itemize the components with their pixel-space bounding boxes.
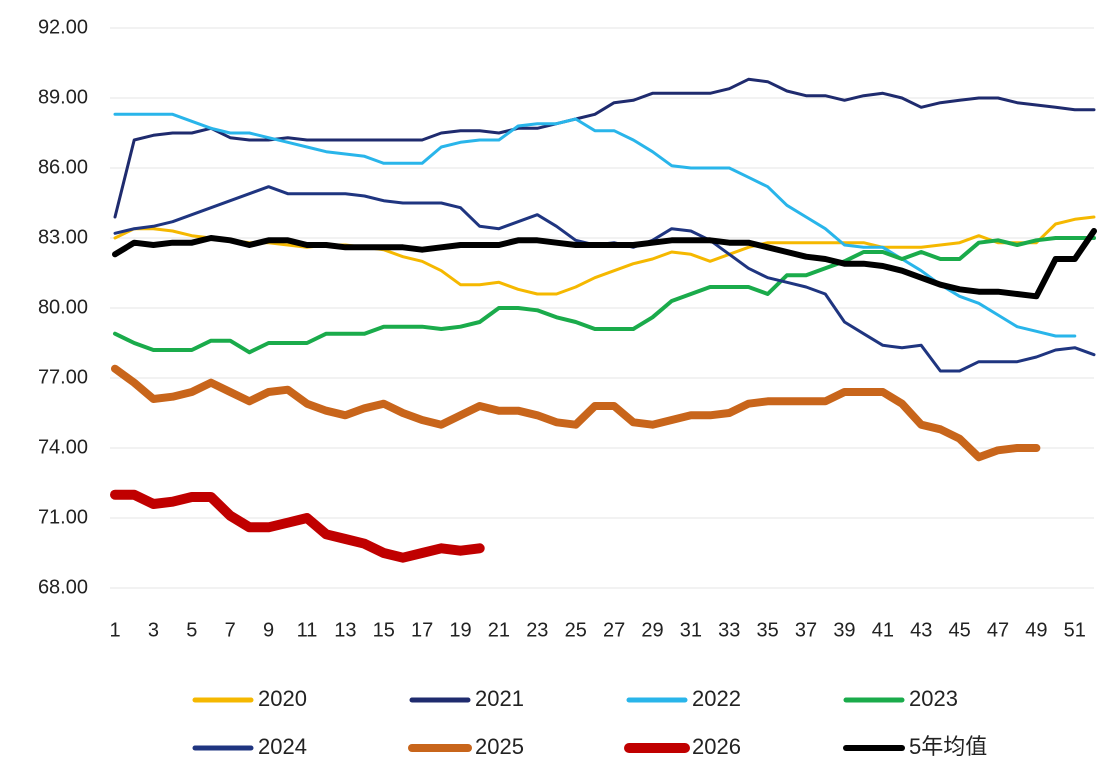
x-tick-label: 1 — [109, 619, 120, 641]
legend-label: 2021 — [475, 686, 524, 711]
x-tick-label: 37 — [795, 619, 817, 641]
y-tick-label: 86.00 — [38, 156, 88, 178]
x-tick-label: 41 — [872, 619, 894, 641]
x-tick-label: 9 — [263, 619, 274, 641]
legend-label: 2024 — [258, 734, 307, 759]
series-line — [113, 185, 1096, 373]
legend-label: 2022 — [692, 686, 741, 711]
x-tick-label: 15 — [373, 619, 395, 641]
y-tick-label: 92.00 — [38, 16, 88, 38]
x-tick-label: 23 — [526, 619, 548, 641]
x-tick-label: 25 — [565, 619, 587, 641]
x-tick-label: 19 — [449, 619, 471, 641]
x-tick-label: 13 — [334, 619, 356, 641]
x-tick-label: 33 — [718, 619, 740, 641]
legend-label: 5年均值 — [909, 734, 987, 759]
x-tick-label: 29 — [641, 619, 663, 641]
x-tick-label: 45 — [949, 619, 971, 641]
series-line — [113, 236, 1096, 355]
x-tick-label: 43 — [910, 619, 932, 641]
series-line — [111, 364, 1041, 462]
legend-label: 2026 — [692, 734, 741, 759]
series-line — [113, 215, 1096, 296]
legend-label: 2020 — [258, 686, 307, 711]
x-tick-label: 27 — [603, 619, 625, 641]
series-line — [112, 228, 1097, 300]
series-line — [113, 112, 1077, 338]
y-tick-label: 71.00 — [38, 506, 88, 528]
series-line — [113, 77, 1096, 219]
y-tick-label: 83.00 — [38, 226, 88, 248]
x-tick-label: 21 — [488, 619, 510, 641]
y-tick-label: 77.00 — [38, 366, 88, 388]
x-tick-label: 47 — [987, 619, 1009, 641]
series-line — [110, 489, 485, 563]
x-tick-label: 11 — [297, 619, 318, 641]
x-tick-label: 3 — [148, 619, 159, 641]
x-tick-label: 7 — [225, 619, 236, 641]
legend-label: 2023 — [909, 686, 958, 711]
x-tick-label: 35 — [757, 619, 779, 641]
y-tick-label: 74.00 — [38, 436, 88, 458]
y-tick-label: 68.00 — [38, 576, 88, 598]
x-tick-label: 49 — [1025, 619, 1047, 641]
x-tick-label: 39 — [833, 619, 855, 641]
x-tick-label: 51 — [1064, 619, 1086, 641]
y-tick-label: 80.00 — [38, 296, 88, 318]
x-tick-label: 31 — [680, 619, 702, 641]
x-tick-label: 17 — [411, 619, 433, 641]
legend: 2020 2021 2022 2023 2024 2025 2026 5年均值 — [192, 686, 987, 759]
legend-label: 2025 — [475, 734, 524, 759]
x-tick-label: 5 — [186, 619, 197, 641]
y-tick-label: 89.00 — [38, 86, 88, 108]
